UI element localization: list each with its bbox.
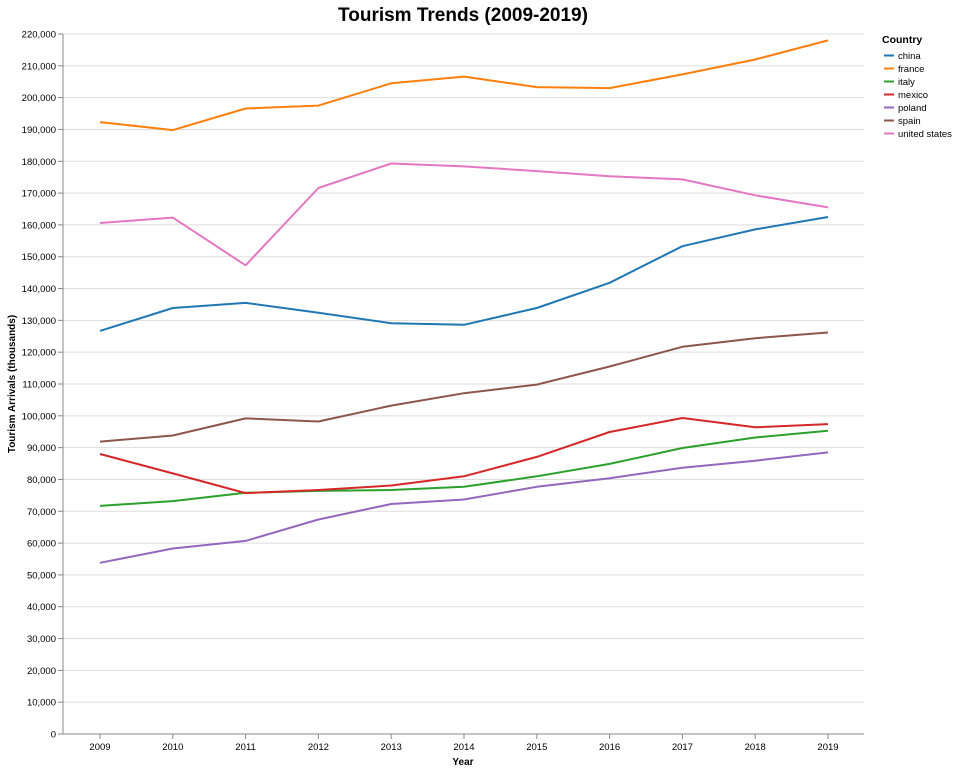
x-tick-label: 2012 [308,742,329,753]
legend-label: china [898,51,921,62]
y-tick-label: 60,000 [27,539,56,550]
legend-label: united states [898,129,952,140]
x-tick-label: 2010 [162,742,183,753]
y-tick-label: 200,000 [22,93,56,104]
x-tick-label: 2013 [381,742,402,753]
y-tick-label: 50,000 [27,570,56,581]
legend-label: france [898,64,924,75]
y-tick-label: 80,000 [27,475,56,486]
x-tick-label: 2016 [599,742,620,753]
series-lines [99,39,829,564]
x-tick-label: 2018 [745,742,766,753]
series-line-france [99,39,829,132]
y-axis-title: Tourism Arrivals (thousands) [7,315,18,453]
legend-label: italy [898,77,915,88]
axes: 0 10,000 20,000 30,000 40,000 50,000 60,000 70,… [22,30,864,753]
legend-label: mexico [898,90,928,101]
series-line-united-states [99,162,829,267]
legend-title: Country [882,34,922,46]
x-tick-label: 2014 [453,742,474,753]
series-line-italy [99,429,829,507]
y-tick-label: 130,000 [22,316,56,327]
x-tick-label: 2011 [235,742,255,753]
legend: Country china france italy mexico poland spai… [882,34,952,140]
y-tick-label: 150,000 [22,252,56,263]
y-tick-label: 170,000 [22,189,56,200]
y-tick-label: 90,000 [27,443,56,454]
y-tick-label: 210,000 [22,61,56,72]
x-tick-label: 2009 [89,742,110,753]
x-axis-title: Year [452,757,473,768]
series-line-china [99,216,829,332]
y-tick-label: 70,000 [27,507,56,518]
x-tick-label: 2019 [817,742,838,753]
y-tick-label: 160,000 [22,220,56,231]
y-tick-label: 0 [51,730,56,741]
legend-label: spain [898,116,921,127]
y-tick-label: 110,000 [22,380,56,391]
series-line-poland [99,451,829,564]
y-tick-label: 20,000 [27,666,56,677]
y-tick-label: 220,000 [22,30,56,41]
y-tick-label: 180,000 [22,157,56,168]
series-line-spain [99,331,829,443]
y-tick-label: 30,000 [27,634,56,645]
x-tick-label: 2015 [526,742,547,753]
y-tick-label: 10,000 [27,698,56,709]
y-tick-label: 40,000 [27,602,56,613]
y-tick-label: 190,000 [22,125,56,136]
x-tick-label: 2017 [672,742,693,753]
gridlines [63,33,864,735]
chart-title: Tourism Trends (2009-2019) [338,5,588,26]
y-tick-label: 100,000 [22,411,56,422]
y-tick-label: 120,000 [22,348,56,359]
legend-label: poland [898,103,927,114]
series-line-mexico [99,417,829,495]
y-tick-label: 140,000 [22,284,56,295]
